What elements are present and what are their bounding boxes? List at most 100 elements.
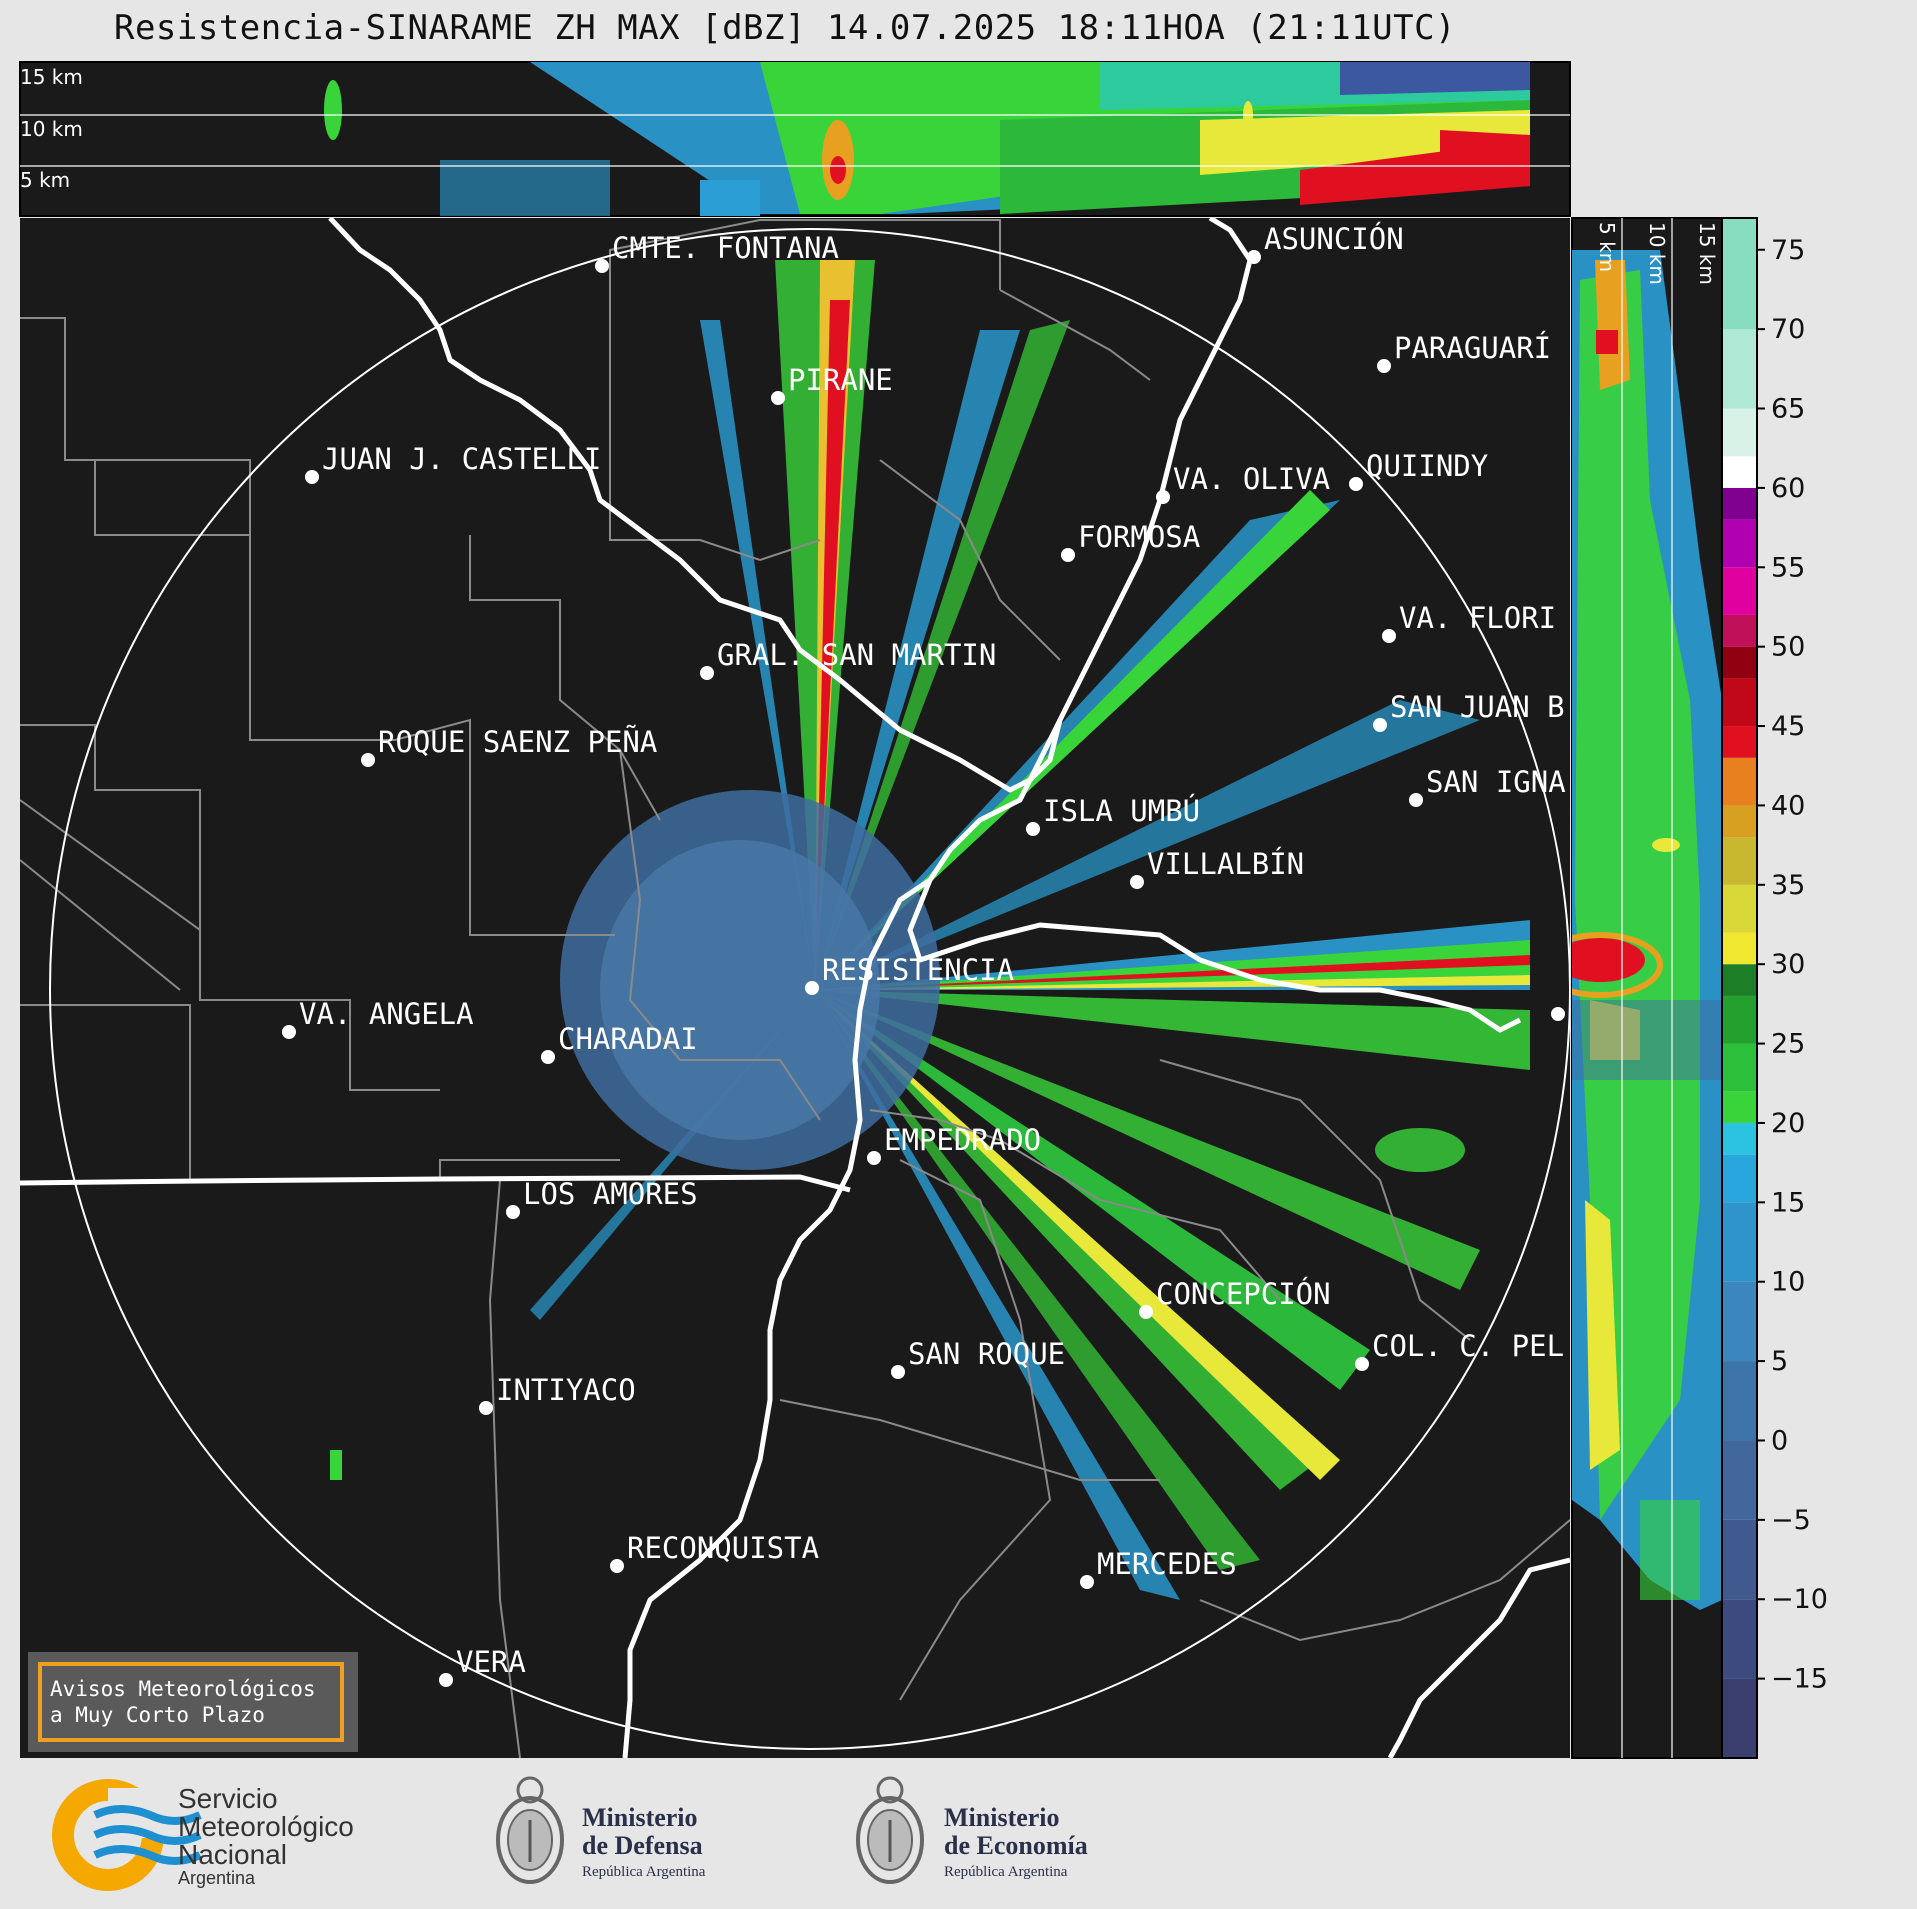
city-label: EMPEDRADO xyxy=(884,1123,1041,1157)
colorbar-segment xyxy=(1722,519,1757,568)
colorbar-segment xyxy=(1722,805,1757,838)
city-label: VA. OLIVA xyxy=(1173,462,1330,496)
city-dot xyxy=(1061,548,1075,562)
city-marker: SAN JUAN B xyxy=(1373,690,1565,732)
city-label: FORMOSA xyxy=(1078,520,1200,554)
colorbar-tick-label: −15 xyxy=(1771,1664,1828,1695)
city-dot xyxy=(1377,359,1391,373)
city-label: CONCEPCIÓN xyxy=(1156,1277,1331,1311)
coat-of-arms-icon xyxy=(496,1776,564,1884)
city-marker: INTIYACO xyxy=(479,1373,636,1415)
city-marker: LOS AMORES xyxy=(506,1177,698,1219)
city-marker: FORMOSA xyxy=(1061,520,1200,562)
smn-icon xyxy=(52,1779,202,1891)
top-height-label-5: 5 km xyxy=(20,168,70,192)
echo-rays xyxy=(330,260,1530,1600)
city-label: ASUNCIÓN xyxy=(1264,222,1404,256)
radar-map[interactable] xyxy=(20,218,1570,1758)
city-dot xyxy=(700,666,714,680)
colorbar-tick-label: 55 xyxy=(1771,552,1805,583)
city-marker: VA. OLIVA xyxy=(1156,462,1330,504)
colorbar-segment xyxy=(1722,678,1757,727)
city-label: CMTE. FONTANA xyxy=(612,231,839,265)
city-marker: PIRANE xyxy=(771,363,893,405)
city-dot xyxy=(771,391,785,405)
colorbar-segment xyxy=(1722,932,1757,965)
colorbar-segment xyxy=(1722,1043,1757,1092)
city-marker: ASUNCIÓN xyxy=(1247,222,1404,264)
colorbar-tick-label: 65 xyxy=(1771,394,1805,425)
city-dot xyxy=(1551,1007,1565,1021)
smn-logo-line3: Nacional xyxy=(178,1839,287,1870)
colorbar-tick-label: 5 xyxy=(1771,1346,1788,1377)
city-dot xyxy=(1373,718,1387,732)
city-dot xyxy=(1382,629,1396,643)
alert-box-line1: Avisos Meteorológicos xyxy=(50,1677,316,1701)
city-dot xyxy=(1026,822,1040,836)
city-marker: CONCEPCIÓN xyxy=(1139,1277,1331,1319)
colorbar-segment xyxy=(1722,837,1757,885)
economia-logo-line2: de Economía xyxy=(944,1831,1088,1860)
colorbar-segment xyxy=(1722,614,1757,647)
colorbar-segment xyxy=(1722,964,1757,996)
colorbar-segment xyxy=(1722,726,1757,758)
economia-logo: Ministerio de Economía República Argenti… xyxy=(856,1776,1088,1884)
colorbar-segment xyxy=(1722,1202,1757,1282)
city-marker: GRAL. SAN MARTIN xyxy=(700,638,996,680)
colorbar-tick-label: 50 xyxy=(1771,632,1805,663)
smn-logo-line4: Argentina xyxy=(178,1868,256,1888)
smn-logo: Servicio Meteorológico Nacional Argentin… xyxy=(52,1779,354,1891)
city-label: LOS AMORES xyxy=(523,1177,698,1211)
city-label: VA. FLORI xyxy=(1399,601,1556,635)
city-marker: MERCEDES xyxy=(1080,1547,1237,1589)
city-label: SAN ROQUE xyxy=(908,1337,1065,1371)
colorbar-segment xyxy=(1722,487,1757,520)
colorbar-segment xyxy=(1722,1091,1757,1123)
city-dot xyxy=(1130,875,1144,889)
city-label: CHARADAI xyxy=(558,1022,698,1056)
city-dot xyxy=(867,1151,881,1165)
city-marker: SAN IGNA xyxy=(1409,765,1566,807)
city-marker: ISLA UMBÚ xyxy=(1026,794,1200,836)
top-height-label-10: 10 km xyxy=(20,117,83,141)
city-label: GRAL. SAN MARTIN xyxy=(717,638,996,672)
city-marker: QUIINDY xyxy=(1349,449,1488,491)
city-label: RESISTENCIA xyxy=(822,953,1014,987)
city-marker: EMPEDRADO xyxy=(867,1123,1041,1165)
colorbar-tick-label: 20 xyxy=(1771,1108,1805,1139)
city-dot xyxy=(610,1559,624,1573)
city-marker: CMTE. FONTANA xyxy=(595,231,839,273)
city-dot xyxy=(1349,477,1363,491)
city-marker: VA. FLORI xyxy=(1382,601,1556,643)
colorbar-segment xyxy=(1722,995,1757,1044)
city-dot xyxy=(1156,490,1170,504)
city-label: RECONQUISTA xyxy=(627,1531,819,1565)
colorbar-frame xyxy=(1721,217,1758,1759)
city-dot xyxy=(1409,793,1423,807)
top-echoes xyxy=(324,62,1530,216)
alert-box[interactable]: Avisos Meteorológicos a Muy Corto Plazo xyxy=(28,1652,358,1752)
city-label: SAN JUAN B xyxy=(1390,690,1565,724)
city-dot xyxy=(305,470,319,484)
city-label: PARAGUARÍ xyxy=(1394,331,1551,365)
city-dot xyxy=(1247,250,1261,264)
colorbar-tick-label: 45 xyxy=(1771,711,1805,742)
city-marker: ROQUE SAENZ PEÑA xyxy=(361,725,657,767)
city-marker: JUAN J. CASTELLI xyxy=(305,442,601,484)
defensa-logo-line2: de Defensa xyxy=(582,1831,703,1860)
city-marker: SAN ROQUE xyxy=(891,1337,1065,1379)
range-ring xyxy=(49,228,1570,1750)
colorbar-segment xyxy=(1722,1361,1757,1441)
city-label: ISLA UMBÚ xyxy=(1043,794,1200,828)
city-dot xyxy=(1355,1357,1369,1371)
colorbar-segment xyxy=(1722,884,1757,933)
side-cross-section: 5 km 10 km 15 km xyxy=(1571,217,1723,1759)
side-height-label-5: 5 km xyxy=(1595,222,1619,272)
city-label: MERCEDES xyxy=(1097,1547,1237,1581)
city-dot xyxy=(541,1050,555,1064)
economia-logo-line1: Ministerio xyxy=(944,1803,1060,1832)
side-height-label-10: 10 km xyxy=(1645,222,1669,285)
city-dot xyxy=(595,259,609,273)
city-label: VILLALBÍN xyxy=(1147,847,1304,881)
